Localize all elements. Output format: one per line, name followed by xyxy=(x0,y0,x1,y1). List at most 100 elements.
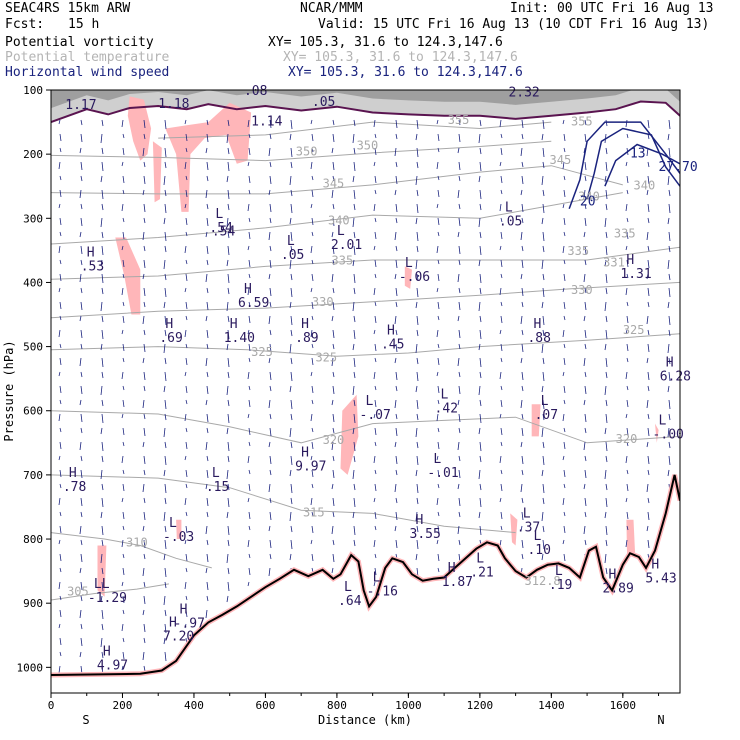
wind-vector xyxy=(563,273,566,282)
wind-vector xyxy=(667,343,670,354)
wind-vector xyxy=(164,357,167,365)
wind-vector xyxy=(227,371,230,379)
wind-vector xyxy=(331,315,334,322)
wind-vector xyxy=(436,119,439,125)
wind-vector xyxy=(499,329,502,335)
wind-vector xyxy=(121,623,124,632)
wind-vector xyxy=(143,287,146,297)
wind-vector xyxy=(59,385,62,394)
wind-vector xyxy=(59,259,62,265)
wind-vector xyxy=(436,245,439,254)
wind-vector xyxy=(479,357,482,368)
wind-vector xyxy=(479,119,482,127)
wind-vector xyxy=(479,525,482,536)
marker-value: .54 xyxy=(209,221,233,236)
wind-vector xyxy=(100,301,103,312)
valid-time: Valid: 15 UTC Fri 16 Aug 13 (10 CDT Fri … xyxy=(318,17,710,32)
low-marker-letter: L xyxy=(373,571,381,586)
wind-vector xyxy=(353,245,356,256)
low-marker-letter: L xyxy=(441,388,449,403)
wind-vector xyxy=(646,525,649,532)
wind-vector xyxy=(668,147,671,158)
wind-vector xyxy=(58,539,61,545)
wind-vector xyxy=(520,231,523,241)
wind-vector xyxy=(415,259,418,270)
wind-vector xyxy=(184,497,187,506)
wind-vector xyxy=(311,189,314,198)
wind-vector xyxy=(143,133,146,140)
wind-vector xyxy=(604,217,607,228)
wind-vector xyxy=(605,273,608,284)
wind-vector xyxy=(80,469,83,479)
plot-frame xyxy=(50,89,681,694)
wind-vector xyxy=(185,189,188,198)
wind-vector xyxy=(332,455,335,462)
wind-vector xyxy=(668,371,671,382)
wind-vector xyxy=(206,133,209,143)
wind-vector xyxy=(500,525,503,531)
wind-vector xyxy=(80,623,83,630)
wind-vector xyxy=(227,273,230,284)
wind-vector xyxy=(647,371,650,381)
wind-vector xyxy=(521,161,524,168)
wind-vector xyxy=(59,301,62,310)
wind-vector xyxy=(584,287,587,294)
wind-vector xyxy=(478,133,481,144)
wind-vector xyxy=(521,301,524,308)
wind-vector xyxy=(521,469,524,476)
wind-vector xyxy=(163,427,166,438)
wind-vector xyxy=(184,581,187,590)
axes: 0 200 400 600 800 1000 1200 1400 1600 100 200 300 40… xyxy=(17,84,660,712)
wind-vector xyxy=(394,357,397,364)
wind-vector xyxy=(458,217,461,227)
wind-vector xyxy=(332,427,335,434)
wind-vector xyxy=(80,455,83,462)
wind-vector xyxy=(101,609,104,620)
wind-vector xyxy=(563,399,566,405)
wind-vector xyxy=(647,161,650,168)
wind-vector xyxy=(101,525,104,536)
theta-contour-310 xyxy=(51,532,212,569)
wind-vector xyxy=(605,329,608,340)
wind-vector xyxy=(143,581,146,588)
wind-vector xyxy=(353,315,356,323)
wind-vector xyxy=(164,399,167,410)
wind-vector xyxy=(101,119,104,127)
wind-vector xyxy=(289,511,292,522)
wind-vector xyxy=(458,343,461,350)
low-marker-letter: L xyxy=(405,256,413,271)
wind-vector xyxy=(478,301,481,312)
wind-vector xyxy=(353,189,356,200)
contour-labels: 305 310 315 320 320 325 325 325 330 330 331 335 335 3… xyxy=(63,84,698,673)
wind-vector xyxy=(605,525,608,536)
wind-vector xyxy=(668,189,671,197)
wind-vector xyxy=(374,385,377,391)
wind-vector xyxy=(310,497,313,506)
wind-vector xyxy=(164,273,167,281)
wind-vector xyxy=(562,539,565,545)
wind-vector xyxy=(374,315,377,324)
wind-vector xyxy=(80,539,83,546)
theta-label: 340 xyxy=(578,189,600,203)
theta-contour-330 xyxy=(51,281,680,319)
wind-vector xyxy=(143,511,146,521)
wind-vector xyxy=(269,287,272,297)
wind-vector xyxy=(415,217,418,225)
wind-vector xyxy=(626,441,629,447)
wind-contours xyxy=(51,100,680,209)
wind-vector xyxy=(100,133,103,144)
pv-value-label: .08 xyxy=(244,84,267,99)
wind-vector xyxy=(59,637,62,646)
wind-vector xyxy=(268,567,271,577)
wind-vector xyxy=(353,441,356,452)
low-marker-letter: LL xyxy=(94,577,110,592)
wind-vector xyxy=(437,217,440,226)
theta-contour-345 xyxy=(51,165,623,195)
wind-vector xyxy=(206,119,209,126)
wind-vector xyxy=(59,315,62,321)
wind-vector xyxy=(142,231,145,241)
wind-vector xyxy=(458,301,461,311)
wind-vector xyxy=(647,175,650,185)
wind-vector xyxy=(184,161,187,170)
wind-vector xyxy=(205,273,208,283)
